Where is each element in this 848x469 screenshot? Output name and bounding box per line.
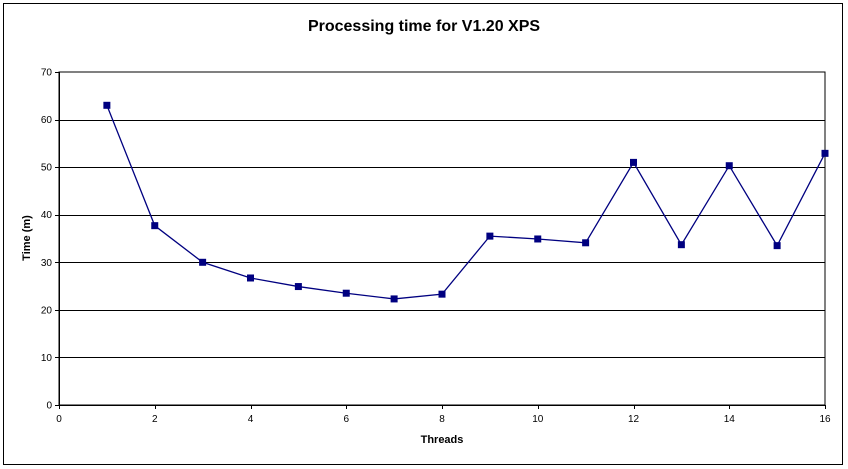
data-point (725, 162, 733, 170)
y-tick-label: 40 (41, 210, 53, 221)
x-tick-label: 0 (56, 414, 62, 425)
x-tick-label: 2 (152, 414, 158, 425)
data-point (438, 290, 446, 298)
chart-title: Processing time for V1.20 XPS (307, 18, 541, 35)
axes (55, 72, 826, 409)
data-point (247, 274, 254, 282)
y-tick-label: 30 (41, 258, 53, 269)
x-axis-label: Threads (420, 434, 464, 446)
y-tick-label: 50 (41, 163, 53, 174)
data-point (103, 101, 111, 109)
x-tick-label: 10 (532, 414, 544, 425)
series-group (103, 101, 829, 303)
data-point (821, 149, 829, 157)
data-point (582, 239, 590, 247)
x-tick-label: 6 (343, 414, 349, 425)
y-tick-label: 70 (41, 68, 53, 79)
y-tick-label: 0 (46, 401, 52, 412)
x-tick-label: 8 (439, 414, 445, 425)
data-point (342, 289, 350, 297)
data-point (390, 295, 398, 303)
series-line (106, 105, 826, 300)
data-point (773, 242, 781, 250)
y-tick-label: 60 (41, 115, 53, 126)
data-point (630, 158, 637, 166)
data-point (294, 283, 302, 291)
tick-labels: 0 10 20 30 40 50 60 70 0 2 4 6 8 10 12 14 16 (41, 68, 831, 426)
y-tick-label: 20 (41, 305, 53, 316)
plot-area (58, 71, 826, 406)
data-point (199, 258, 207, 266)
x-tick-label: 16 (819, 414, 831, 425)
x-tick-label: 12 (628, 414, 640, 425)
gridlines (59, 120, 825, 358)
data-point (534, 235, 542, 243)
y-tick-label: 10 (41, 353, 53, 364)
data-point (486, 232, 494, 240)
data-point (677, 241, 685, 249)
x-tick-label: 4 (248, 414, 254, 425)
x-tick-label: 14 (724, 414, 736, 425)
data-point (151, 222, 159, 230)
